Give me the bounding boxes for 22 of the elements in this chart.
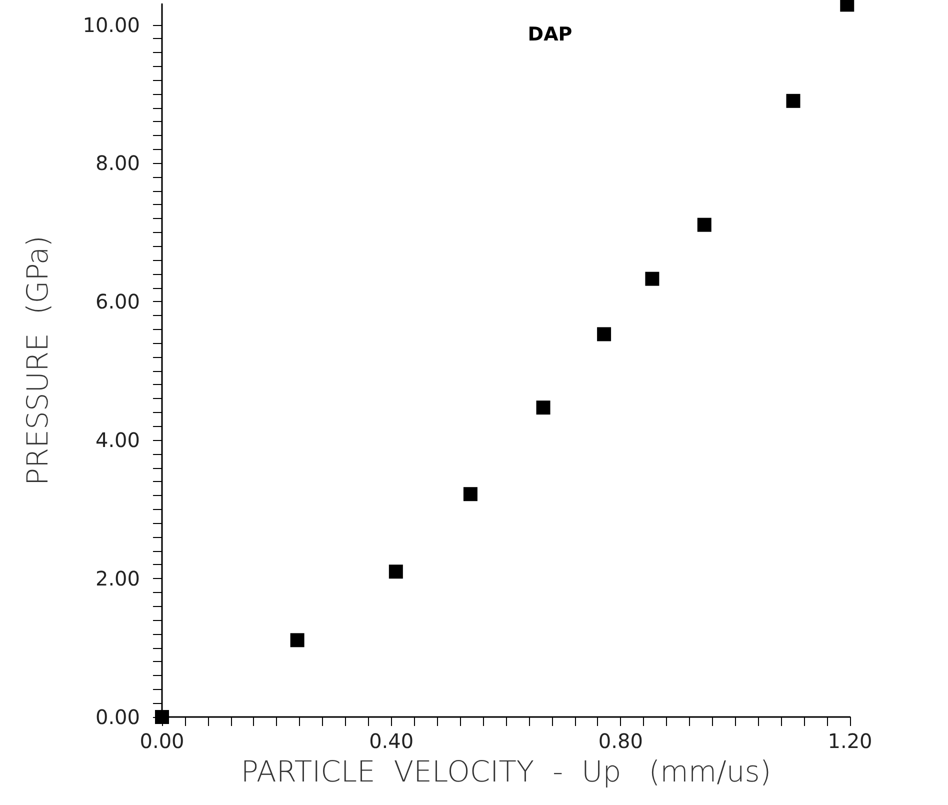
point xyxy=(645,272,660,286)
y-tick-label: 8.00 xyxy=(95,151,140,176)
point xyxy=(463,487,478,502)
point xyxy=(536,400,550,415)
y-tick-label: 0.00 xyxy=(95,705,140,729)
x-tick-label: 0.00 xyxy=(140,729,184,753)
point xyxy=(388,564,403,579)
x-axis-title: PARTICLE VELOCITY - Up (mm/us) xyxy=(240,754,772,788)
y-axis-title: PRESSURE (GPa) xyxy=(20,236,54,486)
point xyxy=(786,94,800,108)
y-tick-label: 2.00 xyxy=(95,566,140,591)
x-tick-label: 0.40 xyxy=(369,729,414,753)
point xyxy=(155,710,169,724)
y-tick-label: 10.00 xyxy=(82,12,140,37)
point xyxy=(697,218,712,232)
x-tick-label: 0.80 xyxy=(598,729,643,753)
y-tick-label: 4.00 xyxy=(95,428,140,452)
text: DAP xyxy=(528,24,572,46)
x-tick-label: 1.20 xyxy=(828,729,872,753)
y-tick-label: 6.00 xyxy=(95,290,140,314)
point xyxy=(597,327,612,342)
point xyxy=(290,633,304,648)
